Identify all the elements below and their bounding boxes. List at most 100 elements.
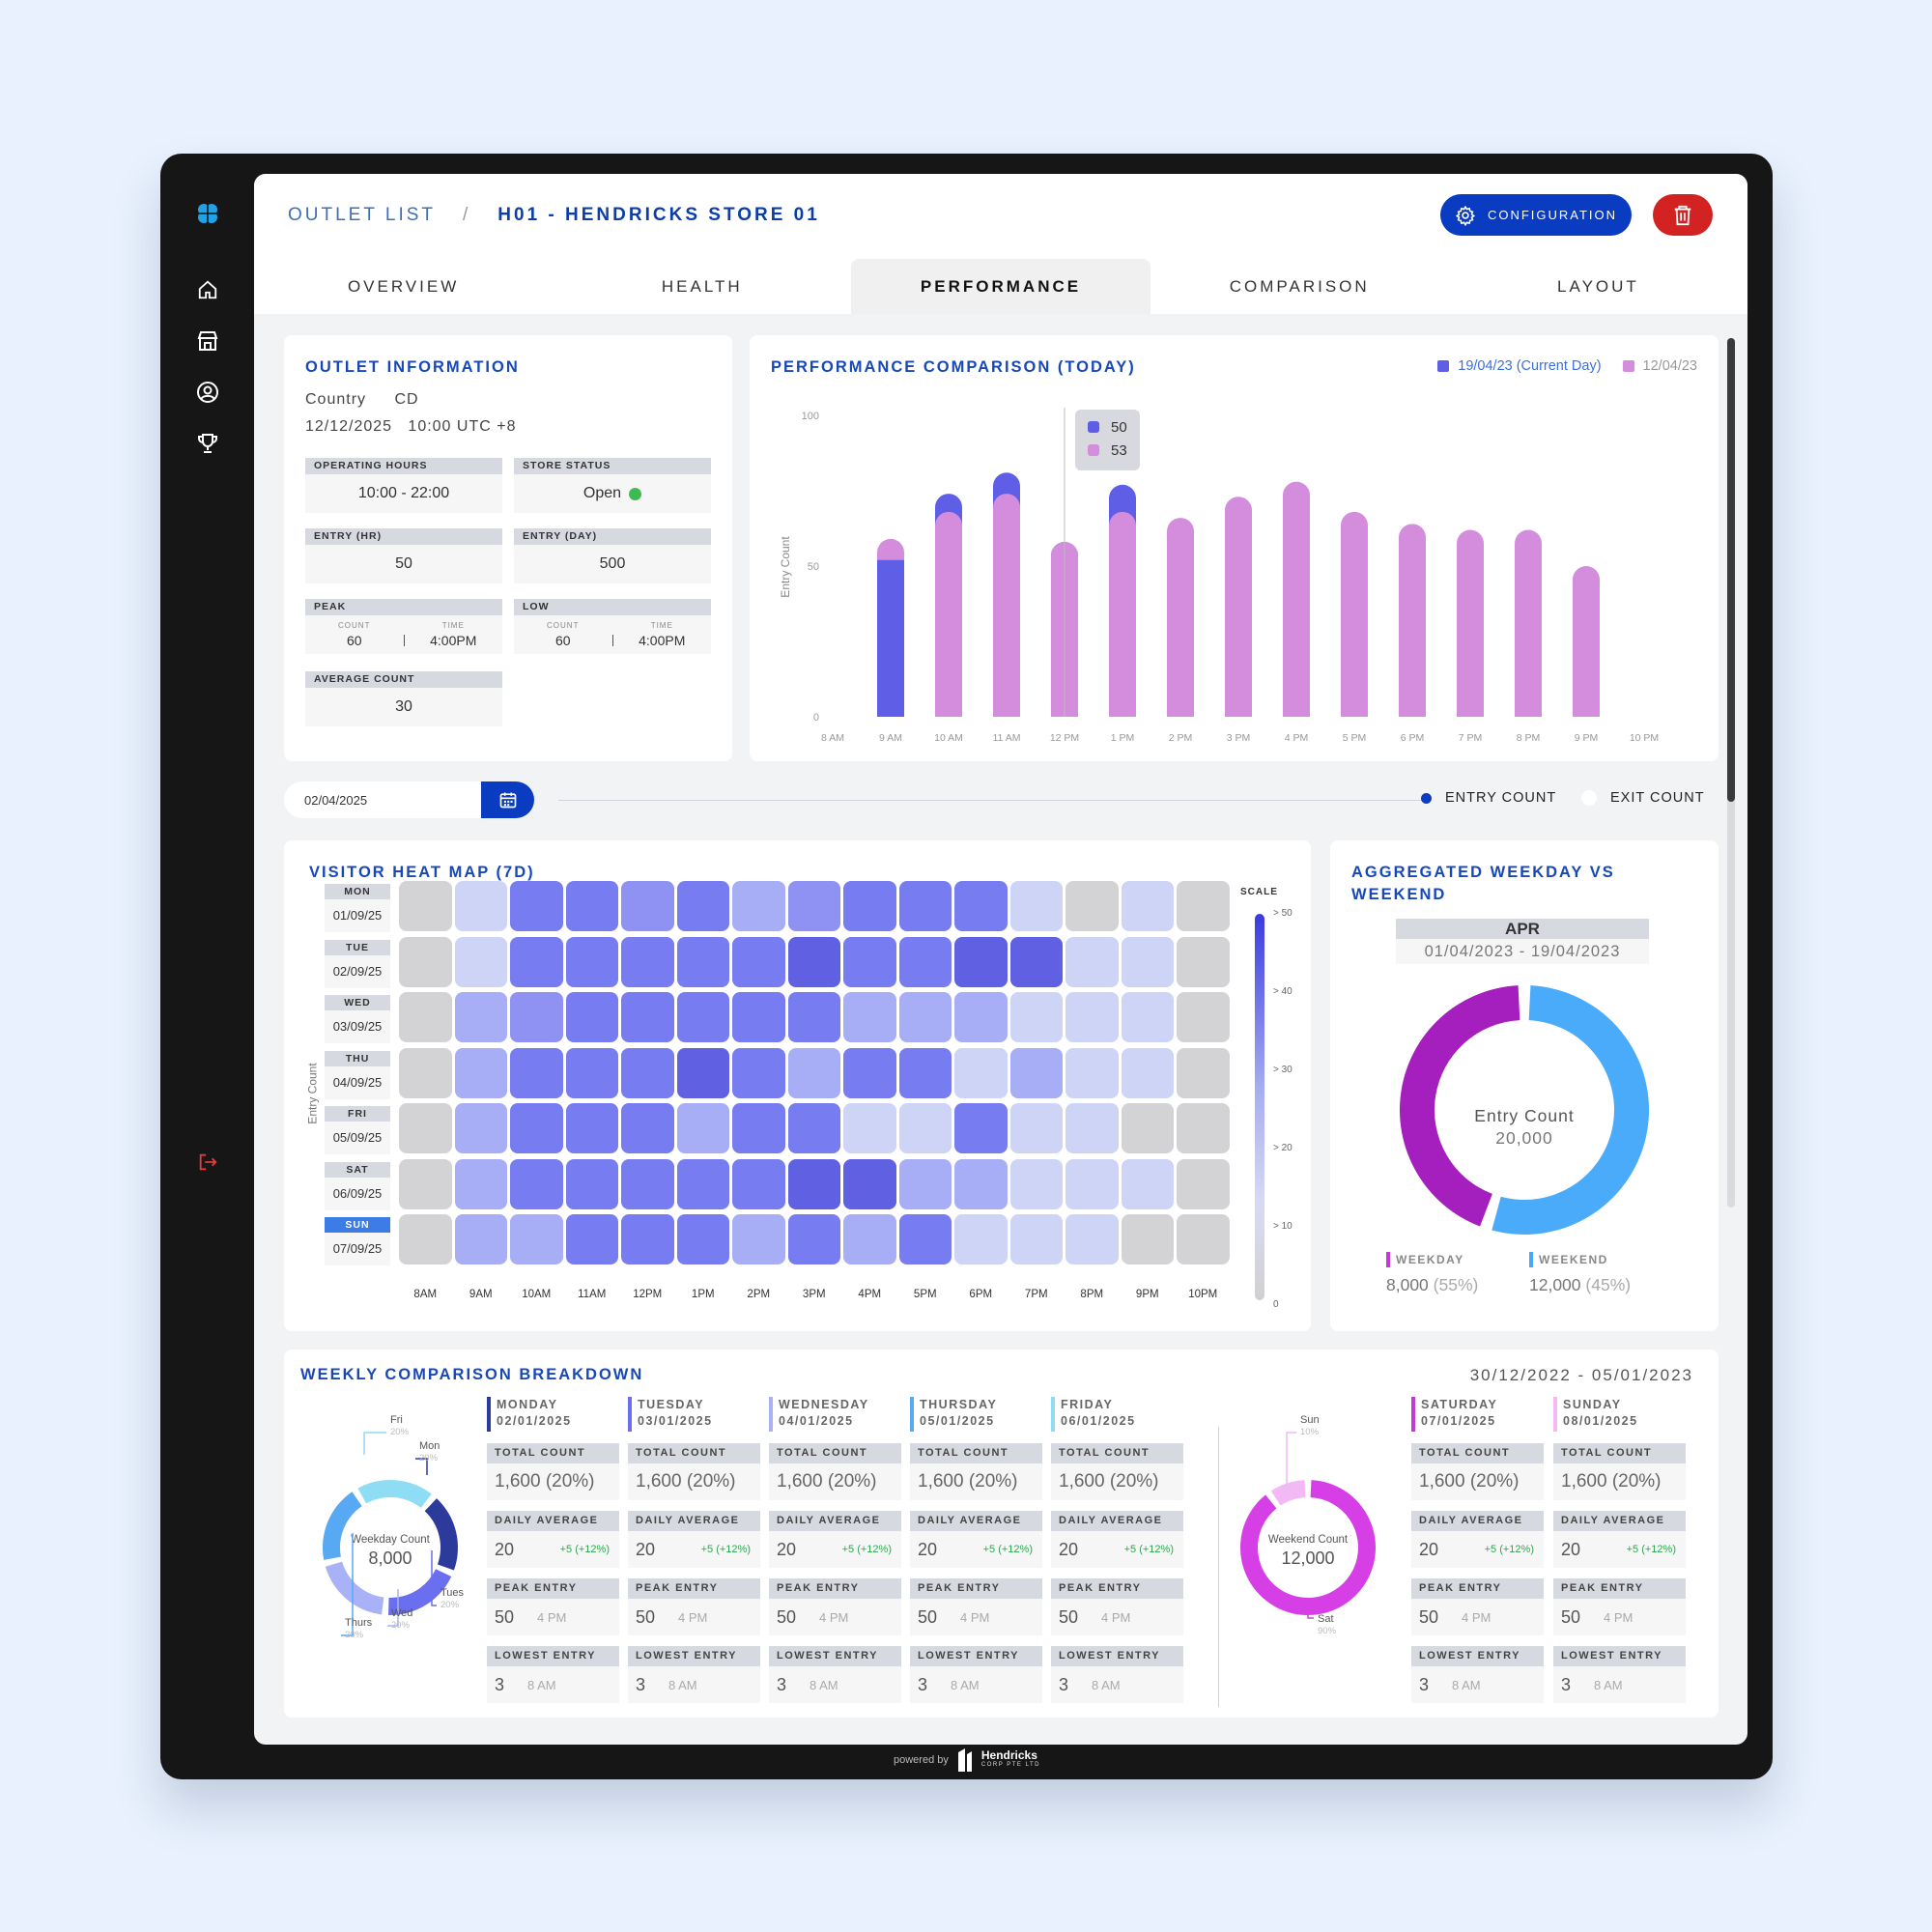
heatmap-cell[interactable]: [621, 881, 674, 931]
sunday-segment[interactable]: [1270, 1480, 1306, 1506]
weekday-segment[interactable]: [424, 1498, 458, 1571]
bar-previous[interactable]: [935, 511, 962, 717]
heatmap-cell[interactable]: [510, 1103, 563, 1153]
heatmap-cell[interactable]: [843, 1103, 896, 1153]
heatmap-cell[interactable]: [565, 881, 618, 931]
heatmap-cell[interactable]: [1177, 1047, 1230, 1098]
heatmap-cell[interactable]: [1065, 1047, 1119, 1098]
heatmap-cell[interactable]: [621, 1103, 674, 1153]
heatmap-cell[interactable]: [1009, 1214, 1063, 1264]
heatmap-cell[interactable]: [1009, 992, 1063, 1042]
heatmap-cell[interactable]: [621, 1158, 674, 1209]
heatmap-cell[interactable]: [399, 881, 452, 931]
heatmap-cell[interactable]: [1177, 992, 1230, 1042]
heatmap-cell[interactable]: [510, 992, 563, 1042]
heatmap-cell[interactable]: [565, 936, 618, 987]
heatmap-cell[interactable]: [954, 1158, 1008, 1209]
heatmap-cell[interactable]: [676, 1047, 729, 1098]
heatmap-cell[interactable]: [565, 1214, 618, 1264]
legend-previous-label[interactable]: 12/04/23: [1642, 358, 1697, 374]
tab-layout[interactable]: LAYOUT: [1557, 276, 1639, 296]
logout-icon[interactable]: [193, 1148, 222, 1177]
heatmap-cell[interactable]: [1065, 992, 1119, 1042]
heatmap-cell[interactable]: [787, 1047, 840, 1098]
bar-current-front[interactable]: [877, 559, 904, 717]
legend-current-label[interactable]: 19/04/23 (Current Day): [1458, 358, 1602, 374]
heatmap-cell[interactable]: [898, 992, 952, 1042]
tab-health[interactable]: HEALTH: [661, 276, 743, 296]
heatmap-cell[interactable]: [399, 1158, 452, 1209]
heatmap-cell[interactable]: [732, 1214, 785, 1264]
bar-previous[interactable]: [1399, 524, 1426, 717]
bar-previous[interactable]: [1573, 566, 1600, 717]
heatmap-cell[interactable]: [676, 1103, 729, 1153]
heatmap-cell[interactable]: [732, 936, 785, 987]
heatmap-cell[interactable]: [732, 1103, 785, 1153]
heatmap-cell[interactable]: [1009, 881, 1063, 931]
date-picker[interactable]: 02/04/2025: [284, 781, 534, 818]
heatmap-cell[interactable]: [1065, 1214, 1119, 1264]
heatmap-cell[interactable]: [1065, 1103, 1119, 1153]
heatmap-cell[interactable]: [399, 1103, 452, 1153]
heatmap-cell[interactable]: [1177, 1158, 1230, 1209]
heatmap-cell[interactable]: [454, 1158, 507, 1209]
heatmap-cell[interactable]: [454, 1047, 507, 1098]
heatmap-cell[interactable]: [454, 1103, 507, 1153]
heatmap-cell[interactable]: [399, 1047, 452, 1098]
bar-previous[interactable]: [1457, 529, 1484, 717]
heatmap-cell[interactable]: [898, 1103, 952, 1153]
heatmap-cell[interactable]: [676, 881, 729, 931]
heatmap-cell[interactable]: [732, 881, 785, 931]
heatmap-cell[interactable]: [565, 1047, 618, 1098]
heatmap-cell[interactable]: [843, 881, 896, 931]
heatmap-cell[interactable]: [843, 936, 896, 987]
heatmap-cell[interactable]: [565, 992, 618, 1042]
heatmap-cell[interactable]: [898, 1158, 952, 1209]
heatmap-cell[interactable]: [732, 1047, 785, 1098]
heatmap-cell[interactable]: [621, 936, 674, 987]
heatmap-cell[interactable]: [787, 1103, 840, 1153]
heatmap-cell[interactable]: [621, 1214, 674, 1264]
exit-count-toggle[interactable]: EXIT COUNT: [1581, 790, 1705, 806]
date-picker-value[interactable]: 02/04/2025: [304, 793, 368, 808]
heatmap-cell[interactable]: [1009, 1103, 1063, 1153]
weekday-segment[interactable]: [325, 1561, 384, 1615]
heatmap-cell[interactable]: [787, 992, 840, 1042]
heatmap-cell[interactable]: [1121, 1103, 1174, 1153]
heatmap-cell[interactable]: [399, 1214, 452, 1264]
heatmap-cell[interactable]: [954, 1103, 1008, 1153]
heatmap-cell[interactable]: [399, 992, 452, 1042]
delete-button[interactable]: [1653, 194, 1713, 236]
heatmap-cell[interactable]: [510, 1158, 563, 1209]
heatmap-cell[interactable]: [954, 1047, 1008, 1098]
heatmap-cell[interactable]: [1121, 1158, 1174, 1209]
calendar-button[interactable]: [481, 781, 534, 818]
heatmap-cell[interactable]: [676, 992, 729, 1042]
heatmap-cell[interactable]: [787, 881, 840, 931]
heatmap-cell[interactable]: [454, 936, 507, 987]
heatmap-cell[interactable]: [787, 1214, 840, 1264]
heatmap-cell[interactable]: [454, 881, 507, 931]
heatmap-cell[interactable]: [1009, 936, 1063, 987]
scrollbar-track[interactable]: [1727, 338, 1735, 1208]
heatmap-cell[interactable]: [454, 1214, 507, 1264]
heatmap-cell[interactable]: [676, 1158, 729, 1209]
heatmap-cell[interactable]: [843, 992, 896, 1042]
heatmap-cell[interactable]: [954, 992, 1008, 1042]
bar-previous[interactable]: [1283, 481, 1310, 717]
heatmap-cell[interactable]: [898, 1047, 952, 1098]
heatmap-cell[interactable]: [510, 1214, 563, 1264]
heatmap-cell[interactable]: [787, 1158, 840, 1209]
trophy-icon[interactable]: [193, 429, 222, 458]
logo-icon[interactable]: [193, 199, 222, 228]
heatmap-cell[interactable]: [1065, 936, 1119, 987]
heatmap-cell[interactable]: [454, 992, 507, 1042]
breadcrumb-outlet-list[interactable]: OUTLET LIST: [288, 205, 437, 225]
heatmap-cell[interactable]: [1177, 1214, 1230, 1264]
bar-previous[interactable]: [993, 494, 1020, 717]
entry-count-toggle[interactable]: ENTRY COUNT: [1421, 790, 1556, 806]
heatmap-cell[interactable]: [399, 936, 452, 987]
heatmap-cell[interactable]: [732, 992, 785, 1042]
heatmap-cell[interactable]: [1121, 1214, 1174, 1264]
heatmap-cell[interactable]: [843, 1047, 896, 1098]
